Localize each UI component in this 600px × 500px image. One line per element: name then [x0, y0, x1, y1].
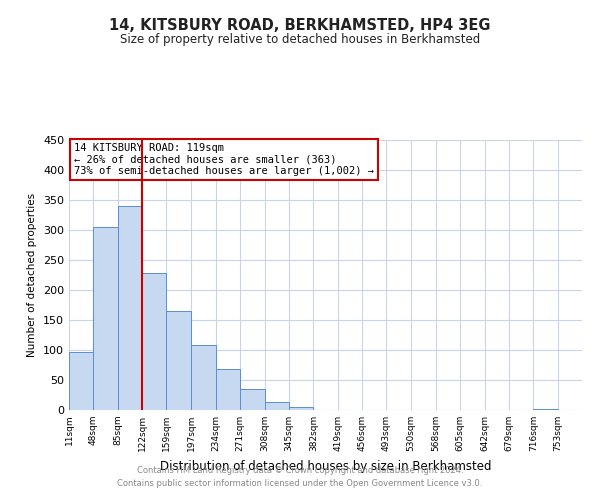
Text: 14, KITSBURY ROAD, BERKHAMSTED, HP4 3EG: 14, KITSBURY ROAD, BERKHAMSTED, HP4 3EG: [109, 18, 491, 32]
Bar: [240, 389, 265, 410]
Bar: [265, 402, 289, 410]
Bar: [166, 311, 191, 410]
Bar: [94, 227, 118, 410]
Bar: [69, 352, 94, 410]
Bar: [191, 344, 216, 410]
Bar: [142, 273, 166, 410]
Text: Contains HM Land Registry data © Crown copyright and database right 2024.
Contai: Contains HM Land Registry data © Crown c…: [118, 466, 482, 487]
Bar: [118, 206, 142, 410]
Bar: [216, 368, 240, 410]
Bar: [289, 407, 313, 410]
Text: 14 KITSBURY ROAD: 119sqm
← 26% of detached houses are smaller (363)
73% of semi-: 14 KITSBURY ROAD: 119sqm ← 26% of detach…: [74, 142, 374, 176]
Bar: [533, 409, 557, 410]
X-axis label: Distribution of detached houses by size in Berkhamsted: Distribution of detached houses by size …: [160, 460, 491, 472]
Y-axis label: Number of detached properties: Number of detached properties: [28, 193, 37, 357]
Text: Size of property relative to detached houses in Berkhamsted: Size of property relative to detached ho…: [120, 32, 480, 46]
